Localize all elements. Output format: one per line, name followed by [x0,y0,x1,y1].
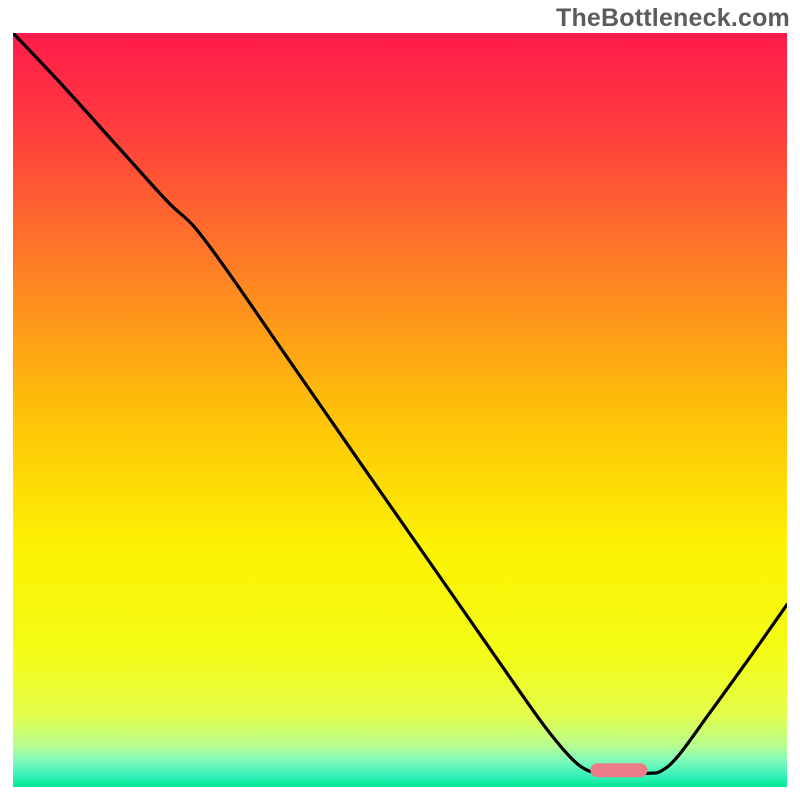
curve-line [13,33,787,787]
optimal-marker [590,764,647,778]
plot-area [13,33,787,787]
chart-canvas: TheBottleneck.com [0,0,800,800]
watermark-text: TheBottleneck.com [556,4,790,33]
